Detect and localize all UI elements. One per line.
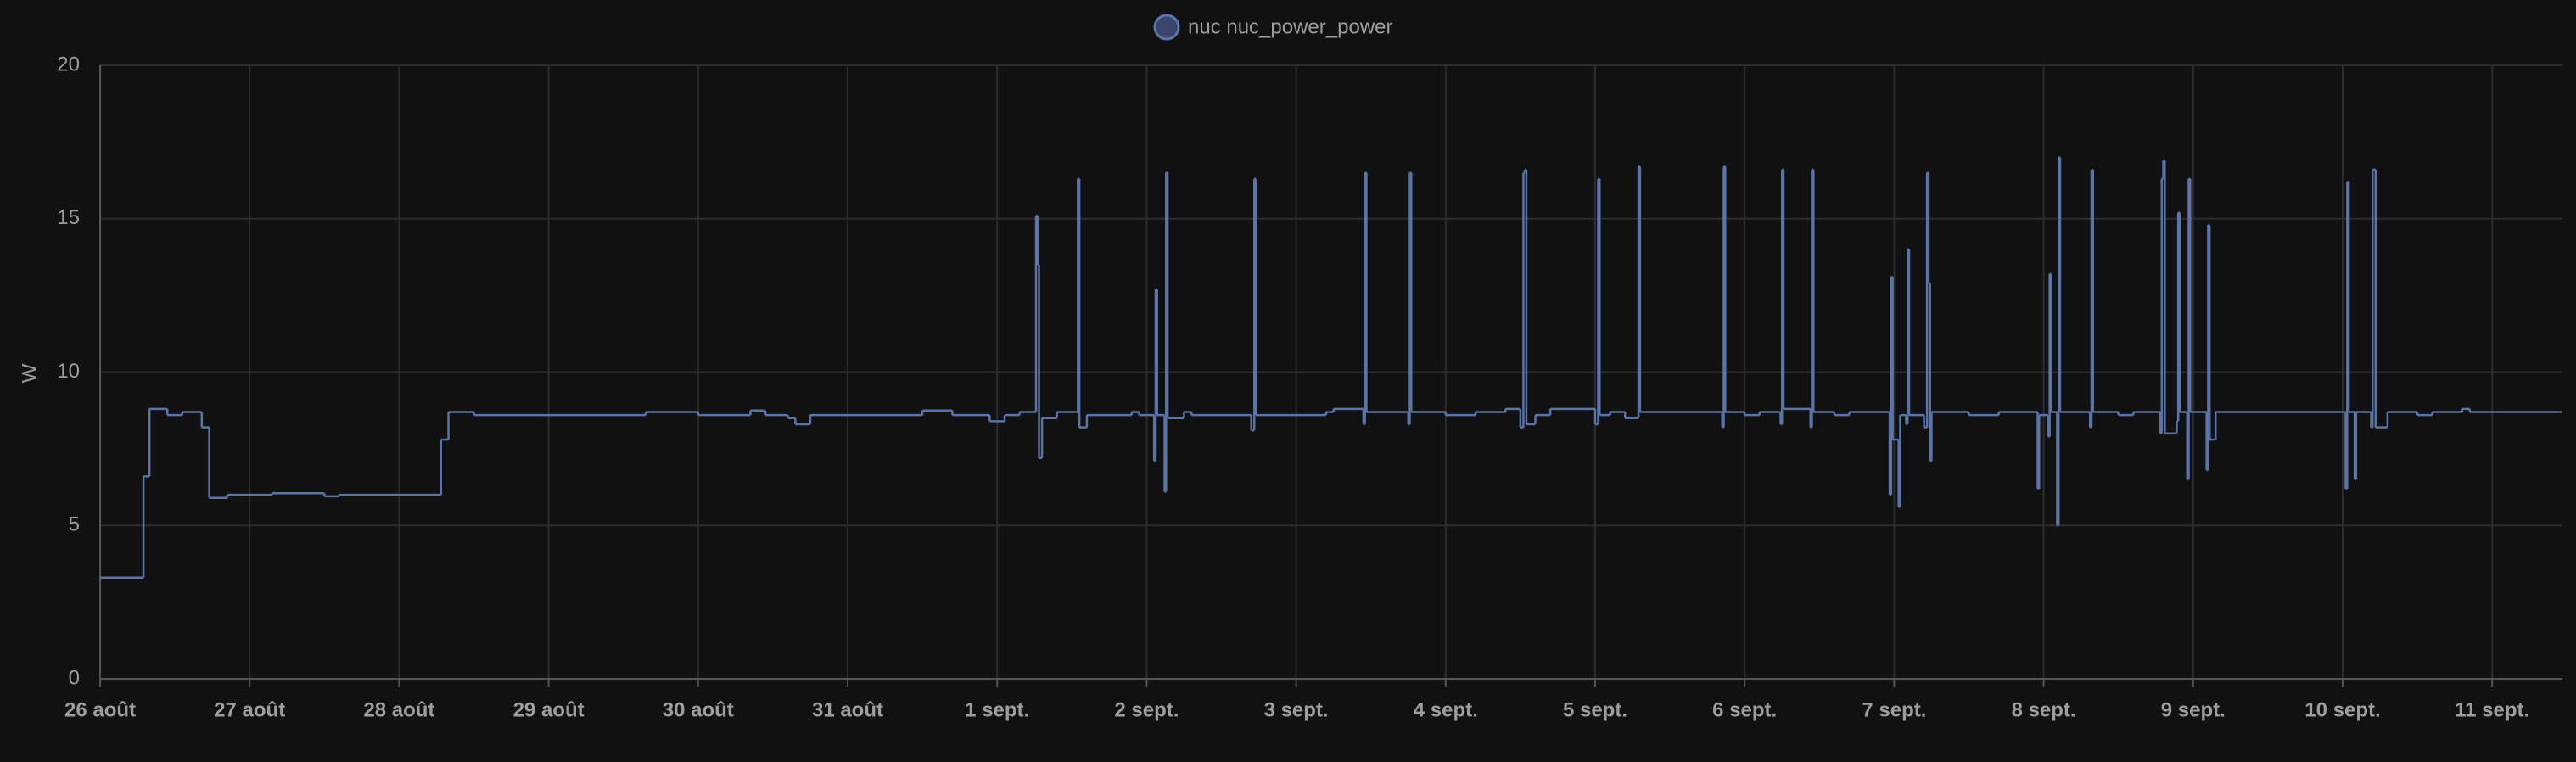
x-tick-label: 30 août: [663, 698, 734, 721]
x-tick-label: 1 sept.: [965, 698, 1029, 721]
y-tick-label: 10: [57, 360, 80, 383]
x-tick-label: 11 sept.: [2455, 698, 2529, 721]
x-tick-label: 6 sept.: [1712, 698, 1777, 721]
x-tick-label: 29 août: [513, 698, 585, 721]
x-tick-label: 7 sept.: [1862, 698, 1926, 721]
x-tick-label: 10 sept.: [2304, 698, 2380, 721]
legend-label[interactable]: nuc nuc_power_power: [1188, 15, 1393, 38]
x-tick-label: 2 sept.: [1114, 698, 1179, 721]
y-tick-label: 0: [69, 666, 80, 689]
legend-marker[interactable]: [1153, 14, 1180, 41]
x-tick-label: 5 sept.: [1563, 698, 1627, 721]
y-axis-label: W: [18, 363, 41, 383]
x-tick-label: 8 sept.: [2012, 698, 2076, 721]
x-tick-label: 27 août: [214, 698, 285, 721]
y-tick-label: 20: [57, 53, 80, 76]
x-tick-label: 3 sept.: [1264, 698, 1329, 721]
y-tick-label: 5: [69, 513, 80, 536]
y-tick-label: 15: [57, 206, 80, 229]
x-tick-label: 4 sept.: [1414, 698, 1478, 721]
x-tick-label: 31 août: [812, 698, 883, 721]
x-tick-label: 28 août: [363, 698, 434, 721]
x-tick-label: 9 sept.: [2161, 698, 2226, 721]
x-tick-label: 26 août: [64, 698, 136, 721]
